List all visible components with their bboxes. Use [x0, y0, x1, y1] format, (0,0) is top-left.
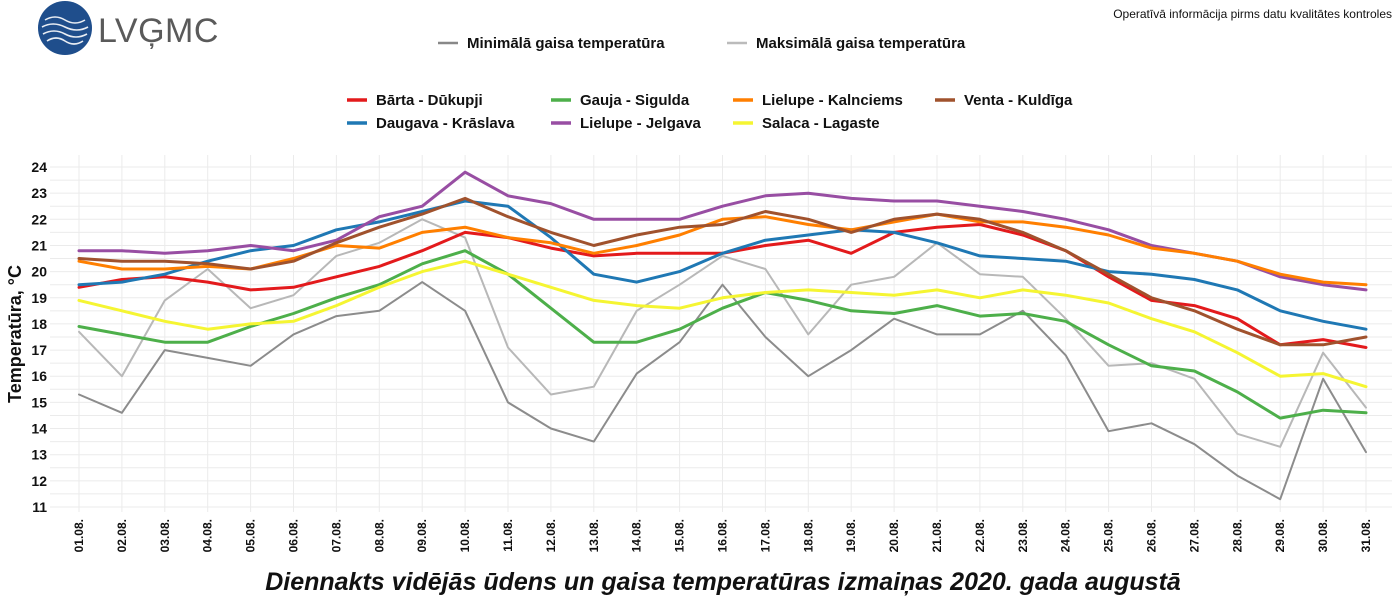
- x-tick-label: 13.08.: [587, 519, 601, 552]
- x-tick-label: 03.08.: [158, 519, 172, 552]
- y-tick-label: 23: [31, 185, 47, 201]
- x-tick-label: 01.08.: [72, 519, 86, 552]
- y-tick-label: 12: [31, 473, 47, 489]
- y-axis-label: Temperatūra, °C: [5, 265, 25, 403]
- series-line: [77, 212, 1368, 287]
- y-tick-label: 18: [31, 316, 47, 332]
- air-legend: Minimālā gaisa temperatūra Maksimālā gais…: [438, 35, 966, 52]
- y-tick-label: 15: [31, 394, 47, 410]
- y-tick-label: 11: [32, 499, 47, 515]
- y-tick-label: 16: [31, 368, 47, 384]
- x-tick-label: 02.08.: [115, 519, 129, 552]
- logo-wave-lines: [41, 16, 89, 45]
- x-tick-label: 04.08.: [201, 519, 215, 552]
- x-tick-label: 25.08.: [1102, 519, 1116, 552]
- series-line: [77, 259, 1368, 389]
- x-tick-label: 10.08.: [458, 519, 472, 552]
- series-line: [77, 196, 1368, 347]
- y-tick-label: 24: [31, 159, 47, 175]
- series-line: [77, 199, 1368, 331]
- x-tick-label: 27.08.: [1187, 519, 1201, 552]
- legend-label: Minimālā gaisa temperatūra: [467, 35, 665, 52]
- x-tick-label: 23.08.: [1016, 519, 1030, 552]
- series-line: [78, 281, 1367, 501]
- y-tick-label: 13: [31, 447, 47, 463]
- x-tick-label: 22.08.: [973, 519, 987, 552]
- x-axis-ticks: 01.08. 02.08. 03.08. 04.08. 05.08. 06.08. 07.0…: [72, 519, 1373, 552]
- x-tick-label: 14.08.: [630, 519, 644, 552]
- logo-globe-icon: [38, 1, 92, 55]
- legend-label: Lielupe - Kalnciems: [762, 92, 903, 109]
- x-tick-label: 08.08.: [372, 519, 386, 552]
- legend-label: Bārta - Dūkupji: [376, 92, 483, 109]
- y-tick-label: 19: [31, 290, 47, 306]
- x-tick-label: 31.08.: [1359, 519, 1373, 552]
- y-axis-ticks: 11 12 13 14 15 16 17 18 19 20 21 22 23 24: [31, 159, 47, 515]
- y-tick-label: 14: [31, 421, 47, 437]
- x-tick-label: 24.08.: [1059, 519, 1073, 552]
- legend-label: Salaca - Lagaste: [762, 115, 880, 132]
- chart-title: Diennakts vidējās ūdens un gaisa tempera…: [265, 568, 1181, 596]
- y-tick-label: 21: [31, 237, 47, 253]
- x-tick-label: 30.08.: [1316, 519, 1330, 552]
- series-line: [77, 249, 1368, 420]
- x-tick-label: 19.08.: [844, 519, 858, 552]
- x-tick-label: 07.08.: [329, 519, 343, 552]
- x-tick-label: 12.08.: [544, 519, 558, 552]
- legend-label: Maksimālā gaisa temperatūra: [756, 35, 966, 52]
- y-tick-label: 22: [31, 211, 47, 227]
- x-tick-label: 06.08.: [287, 519, 301, 552]
- x-tick-label: 26.08.: [1145, 519, 1159, 552]
- x-tick-label: 18.08.: [801, 519, 815, 552]
- legend-label: Venta - Kuldīga: [964, 92, 1073, 109]
- chart-series: [77, 170, 1368, 501]
- series-line: [78, 218, 1367, 448]
- y-tick-label: 20: [31, 264, 47, 280]
- legend-label: Daugava - Krāslava: [376, 115, 515, 132]
- x-tick-label: 20.08.: [887, 519, 901, 552]
- lvgmc-logo: LVĢMC: [38, 1, 219, 55]
- legend-label: Gauja - Sigulda: [580, 92, 690, 109]
- x-tick-label: 29.08.: [1273, 519, 1287, 552]
- series-line: [77, 170, 1368, 292]
- water-legend: Bārta - Dūkupji Gauja - Sigulda Lielupe - …: [347, 92, 1073, 132]
- logo-text: LVĢMC: [98, 12, 219, 50]
- chart-grid: [50, 155, 1392, 512]
- data-quality-note: Operatīvā informācija pirms datu kvalitā…: [1113, 7, 1392, 21]
- x-tick-label: 05.08.: [244, 519, 258, 552]
- x-tick-label: 09.08.: [415, 519, 429, 552]
- x-tick-label: 15.08.: [673, 519, 687, 552]
- x-tick-label: 16.08.: [716, 519, 730, 552]
- x-tick-label: 17.08.: [758, 519, 772, 552]
- legend-label: Lielupe - Jelgava: [580, 115, 702, 132]
- x-tick-label: 21.08.: [930, 519, 944, 552]
- x-tick-label: 11.08.: [501, 519, 515, 552]
- x-tick-label: 28.08.: [1230, 519, 1244, 552]
- y-tick-label: 17: [31, 342, 47, 358]
